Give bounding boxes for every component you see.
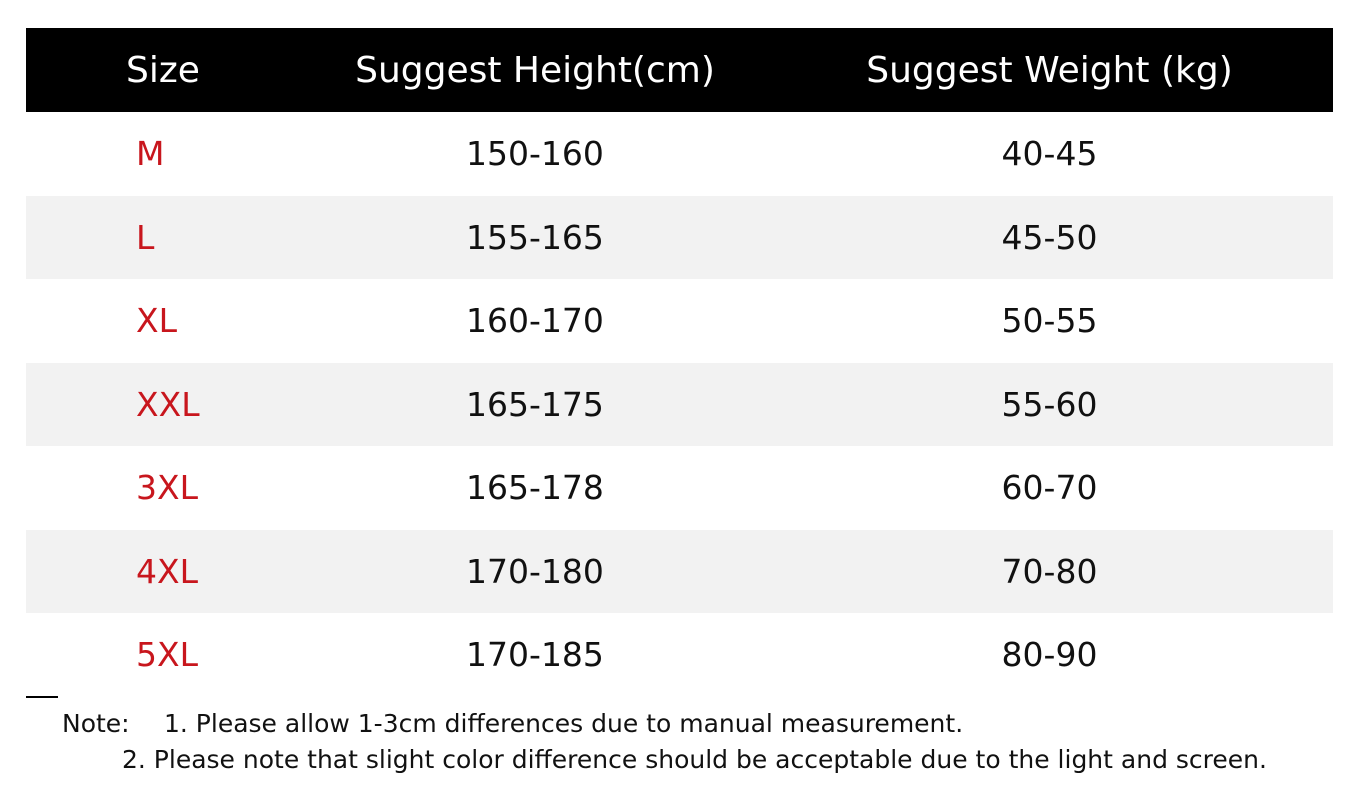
table-header-row: Size Suggest Height(cm) Suggest Weight (… — [26, 28, 1333, 112]
weight-cell: 55-60 — [766, 362, 1333, 446]
size-cell: 5XL — [136, 635, 198, 675]
size-cell: XL — [136, 301, 177, 341]
height-cell: 170-185 — [466, 635, 604, 675]
height-cell: 165-175 — [304, 362, 766, 446]
height-cell: 165-178 — [466, 468, 604, 508]
header-height: Suggest Height(cm) — [304, 28, 766, 112]
size-cell: M — [136, 134, 165, 174]
note-text-2: 2. Please note that slight color differe… — [122, 745, 1267, 774]
note-line-1: Note: 1. Please allow 1-3cm differences d… — [62, 706, 1267, 742]
weight-cell: 80-90 — [1001, 635, 1098, 675]
table-row: XXL 165-175 55-60 — [26, 362, 1333, 446]
weight-cell: 40-45 — [1001, 134, 1098, 174]
table-row: 3XL 165-178 60-70 — [26, 446, 1333, 530]
size-cell: XXL — [26, 362, 304, 446]
table-row: 4XL 170-180 70-80 — [26, 529, 1333, 613]
note-line-2: 2. Please note that slight color differe… — [62, 742, 1267, 778]
height-cell: 170-180 — [304, 529, 766, 613]
weight-cell: 45-50 — [766, 195, 1333, 279]
note-text-1: 1. Please allow 1-3cm differences due to… — [164, 709, 964, 738]
size-cell: 4XL — [26, 529, 304, 613]
table-row: 5XL 170-185 80-90 — [26, 613, 1333, 697]
header-weight: Suggest Weight (kg) — [766, 28, 1333, 112]
size-chart-table: Size Suggest Height(cm) Suggest Weight (… — [26, 28, 1333, 697]
weight-cell: 70-80 — [766, 529, 1333, 613]
size-cell: 3XL — [136, 468, 198, 508]
note-block: Note: 1. Please allow 1-3cm differences d… — [62, 706, 1267, 778]
header-size: Size — [26, 28, 304, 112]
size-cell: L — [26, 195, 304, 279]
table-row: L 155-165 45-50 — [26, 195, 1333, 279]
height-cell: 155-165 — [304, 195, 766, 279]
note-label: Note: — [62, 709, 130, 738]
table-row: XL 160-170 50-55 — [26, 279, 1333, 363]
note-divider — [26, 696, 58, 698]
table-row: M 150-160 40-45 — [26, 112, 1333, 196]
height-cell: 160-170 — [466, 301, 604, 341]
weight-cell: 50-55 — [1001, 301, 1098, 341]
height-cell: 150-160 — [466, 134, 604, 174]
weight-cell: 60-70 — [1001, 468, 1098, 508]
